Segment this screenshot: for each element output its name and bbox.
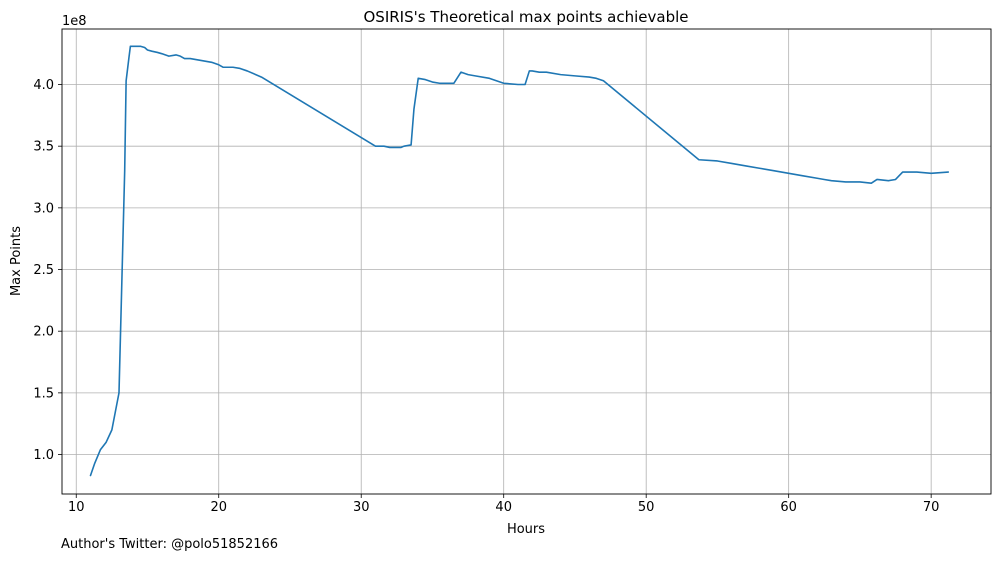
x-tick-label: 30: [353, 500, 370, 515]
series-line: [89, 45, 950, 477]
x-axis-label: Hours: [507, 522, 545, 537]
x-tick-label: 20: [210, 500, 227, 515]
x-axis-ticks: 10 20 30 40 50 60 70: [68, 494, 939, 515]
y-tick-label: 1.5: [33, 386, 54, 401]
x-tick-label: 60: [780, 500, 797, 515]
author-credit: Author's Twitter: @polo51852166: [61, 537, 279, 552]
chart-title: OSIRIS's Theoretical max points achievab…: [363, 8, 688, 26]
y-tick-label: 2.5: [33, 263, 54, 278]
y-tick-label: 2.0: [33, 325, 54, 340]
y-axis-ticks: 1.0 1.5 2.0 2.5 3.0 3.5 4.0: [33, 78, 62, 463]
y-tick-label: 4.0: [33, 78, 54, 93]
x-tick-label: 10: [68, 500, 85, 515]
y-tick-label: 1.0: [33, 448, 54, 463]
y-tick-label: 3.0: [33, 201, 54, 216]
y-axis-label: Max Points: [9, 226, 24, 296]
y-tick-label: 3.5: [33, 140, 54, 155]
x-tick-label: 50: [638, 500, 655, 515]
y-axis-offset-label: 1e8: [62, 14, 87, 29]
x-gridlines: [75, 29, 932, 494]
x-tick-label: 40: [495, 500, 512, 515]
plot-frame: [61, 28, 992, 495]
x-tick-label: 70: [923, 500, 940, 515]
series-layer: [89, 45, 950, 477]
y-gridlines: [62, 84, 991, 455]
